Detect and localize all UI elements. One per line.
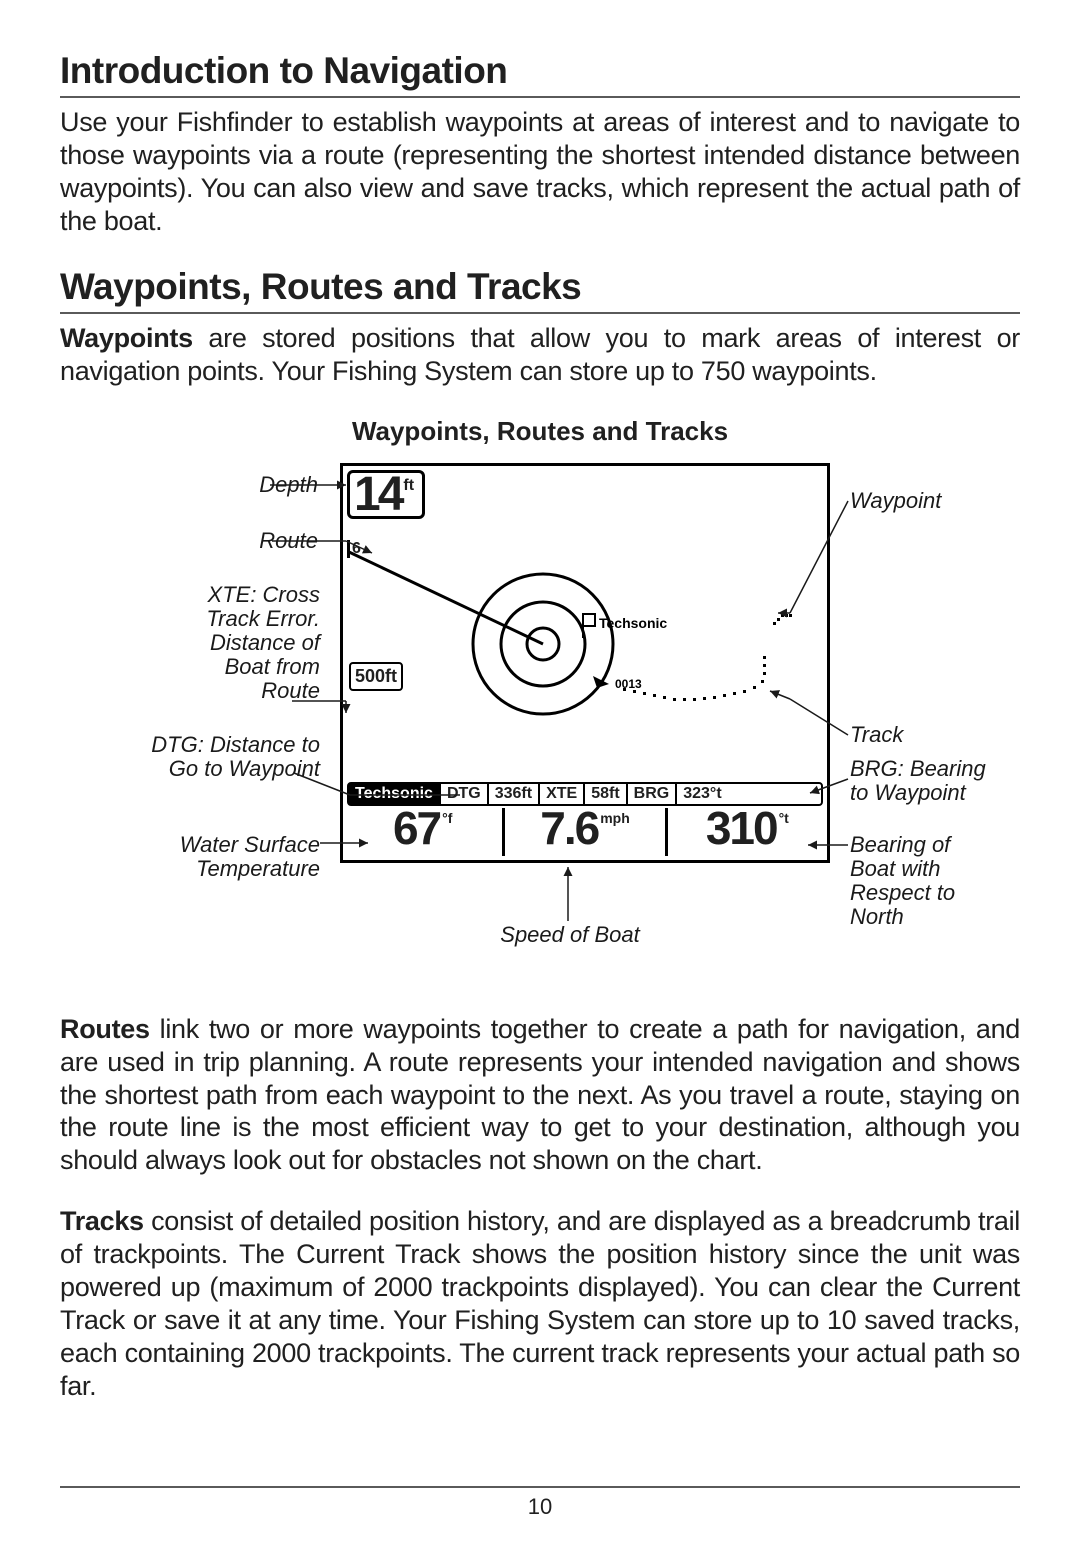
page-footer: 10	[60, 1486, 1020, 1520]
label-track: Track	[850, 723, 980, 747]
readout-bearing-val: 310	[706, 808, 777, 849]
heading-intro: Introduction to Navigation	[60, 50, 1020, 98]
lcd-screen: 14 ft 6 500ft Techsonic 0013	[340, 463, 830, 863]
label-dtg: DTG: Distance to Go to Waypoint	[150, 733, 320, 781]
figure-diagram: Depth Route XTE: Cross Track Error. Dist…	[90, 453, 990, 983]
label-xte: XTE: Cross Track Error. Distance of Boat…	[160, 583, 320, 704]
figure-title: Waypoints, Routes and Tracks	[60, 416, 1020, 447]
para-routes: Routes link two or more waypoints togeth…	[60, 1013, 1020, 1178]
readout-temp-unit: °f	[442, 810, 452, 826]
label-route: Route	[178, 529, 318, 553]
status-xte-label: XTE	[540, 784, 585, 804]
para-waypoints-text: are stored positions that allow you to m…	[60, 323, 1020, 386]
para-intro: Use your Fishfinder to establish waypoin…	[60, 106, 1020, 238]
label-speed: Speed of Boat	[470, 923, 670, 947]
bold-tracks: Tracks	[60, 1206, 144, 1236]
readout-speed: 7.6 mph	[502, 808, 664, 856]
label-bearing: Bearing of Boat with Respect to North	[850, 833, 990, 930]
heading-wrt: Waypoints, Routes and Tracks	[60, 266, 1020, 314]
status-dtg-val: 336ft	[489, 784, 540, 804]
status-brg-label: BRG	[628, 784, 678, 804]
svg-text:0013: 0013	[615, 677, 642, 691]
readout-temp: 67 °f	[343, 808, 502, 856]
status-brg-val: 323°t	[677, 784, 727, 804]
readout-speed-unit: mph	[600, 810, 630, 826]
status-xte-val: 58ft	[585, 784, 627, 804]
readout-bearing-unit: °t	[779, 810, 789, 826]
status-dtg-label: DTG	[441, 784, 489, 804]
page-number: 10	[528, 1494, 552, 1519]
para-waypoints: Waypoints are stored positions that allo…	[60, 322, 1020, 388]
readout-speed-val: 7.6	[540, 808, 598, 849]
status-name: Techsonic	[349, 784, 441, 804]
para-routes-text: link two or more waypoints together to c…	[60, 1014, 1020, 1176]
readout-row: 67 °f 7.6 mph 310 °t	[343, 808, 827, 856]
para-tracks-text: consist of detailed position history, an…	[60, 1206, 1020, 1401]
para-tracks: Tracks consist of detailed position hist…	[60, 1205, 1020, 1403]
bold-waypoints: Waypoints	[60, 323, 193, 353]
bold-routes: Routes	[60, 1014, 150, 1044]
readout-temp-val: 67	[393, 808, 440, 849]
label-brg: BRG: Bearing to Waypoint	[850, 757, 990, 805]
readout-bearing: 310 °t	[665, 808, 827, 856]
label-waypoint: Waypoint	[850, 489, 980, 513]
label-depth: Depth	[178, 473, 318, 497]
label-temp: Water Surface Temperature	[150, 833, 320, 881]
svg-text:Techsonic: Techsonic	[599, 615, 667, 631]
